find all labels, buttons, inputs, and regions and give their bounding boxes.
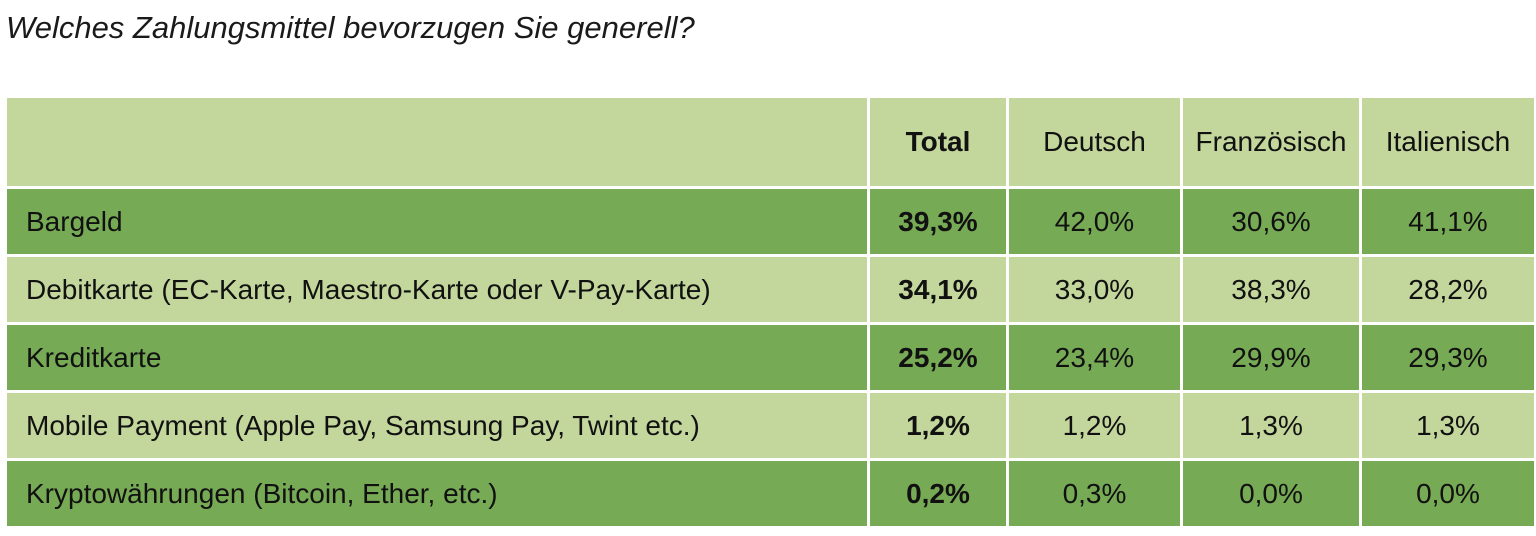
table-header-row: Total Deutsch Französisch Italienisch [7,98,1534,186]
cell-deutsch: 42,0% [1009,189,1180,254]
cell-italienisch: 0,0% [1362,461,1534,526]
cell-franzoesisch: 1,3% [1183,393,1359,458]
column-header-deutsch: Deutsch [1009,98,1180,186]
table-row: Bargeld 39,3% 42,0% 30,6% 41,1% [7,189,1534,254]
table-row: Kreditkarte 25,2% 23,4% 29,9% 29,3% [7,325,1534,390]
column-header-label [7,98,867,186]
table-row: Kryptowährungen (Bitcoin, Ether, etc.) 0… [7,461,1534,526]
cell-total: 34,1% [870,257,1006,322]
column-header-italienisch: Italienisch [1362,98,1534,186]
cell-total: 39,3% [870,189,1006,254]
row-label: Kreditkarte [7,325,867,390]
cell-franzoesisch: 38,3% [1183,257,1359,322]
cell-franzoesisch: 30,6% [1183,189,1359,254]
page-title: Welches Zahlungsmittel bevorzugen Sie ge… [6,10,695,45]
cell-italienisch: 41,1% [1362,189,1534,254]
cell-franzoesisch: 0,0% [1183,461,1359,526]
cell-italienisch: 28,2% [1362,257,1534,322]
survey-table: Total Deutsch Französisch Italienisch Ba… [4,95,1536,529]
cell-deutsch: 33,0% [1009,257,1180,322]
row-label: Debitkarte (EC-Karte, Maestro-Karte oder… [7,257,867,322]
cell-italienisch: 29,3% [1362,325,1534,390]
cell-deutsch: 23,4% [1009,325,1180,390]
cell-total: 0,2% [870,461,1006,526]
table-row: Debitkarte (EC-Karte, Maestro-Karte oder… [7,257,1534,322]
column-header-total: Total [870,98,1006,186]
column-header-franzoesisch: Französisch [1183,98,1359,186]
row-label: Mobile Payment (Apple Pay, Samsung Pay, … [7,393,867,458]
cell-deutsch: 0,3% [1009,461,1180,526]
cell-deutsch: 1,2% [1009,393,1180,458]
row-label: Bargeld [7,189,867,254]
cell-franzoesisch: 29,9% [1183,325,1359,390]
cell-total: 1,2% [870,393,1006,458]
table-row: Mobile Payment (Apple Pay, Samsung Pay, … [7,393,1534,458]
cell-total: 25,2% [870,325,1006,390]
cell-italienisch: 1,3% [1362,393,1534,458]
row-label: Kryptowährungen (Bitcoin, Ether, etc.) [7,461,867,526]
